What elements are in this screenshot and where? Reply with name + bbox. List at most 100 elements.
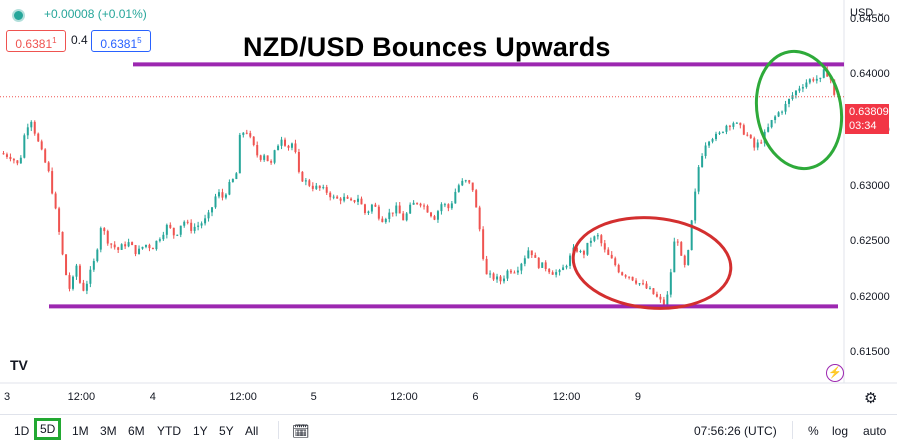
timeframe-1d-button[interactable]: 1D: [14, 424, 30, 438]
candle-body: [676, 241, 679, 243]
candle-body: [277, 145, 280, 151]
calendar-icon[interactable]: 🗓: [292, 423, 310, 439]
candle-body: [16, 160, 19, 164]
candle-body: [610, 254, 613, 259]
candle-body: [433, 216, 436, 220]
candle-body: [40, 141, 43, 150]
percent-toggle[interactable]: %: [808, 424, 819, 438]
timeframe-1y-button[interactable]: 1Y: [193, 424, 208, 438]
candle-body: [138, 248, 141, 255]
candle-body: [715, 133, 718, 140]
candle-body: [82, 282, 85, 291]
candle-body: [819, 77, 822, 79]
timeframe-5y-button[interactable]: 5Y: [219, 424, 234, 438]
timeframe-1m-button[interactable]: 1M: [72, 424, 89, 438]
flash-icon[interactable]: ⚡: [826, 364, 844, 382]
candle-body: [617, 265, 620, 273]
bid-price-sup: 1: [52, 36, 57, 45]
gear-icon[interactable]: ⚙: [864, 390, 878, 407]
ask-price-box[interactable]: 0.63815: [91, 30, 151, 52]
candle-body: [256, 144, 259, 156]
currency-label: USD: [850, 7, 874, 19]
candle-body: [200, 223, 203, 226]
candle-body: [718, 132, 721, 134]
candle-body: [687, 250, 690, 265]
candle-body: [551, 272, 554, 275]
candle-body: [242, 132, 245, 135]
candle-body: [624, 275, 627, 277]
x-tick-label: 9: [634, 391, 642, 403]
chart-title: NZD/USD Bounces Upwards: [243, 32, 611, 62]
candle-body: [5, 154, 8, 157]
candle-body: [770, 120, 773, 128]
candle-body: [788, 98, 791, 104]
candle-body: [224, 194, 227, 198]
candle-body: [388, 212, 391, 219]
candle-body: [19, 157, 22, 164]
candle-body: [530, 250, 533, 256]
candle-body: [739, 122, 742, 126]
candle-body: [127, 242, 130, 247]
candle-body: [158, 239, 161, 241]
candle-body: [332, 196, 335, 198]
candle-body: [183, 221, 186, 226]
candle-body: [496, 276, 499, 280]
candle-body: [471, 182, 474, 191]
x-tick-label: 12:00: [390, 391, 418, 403]
bid-price-box[interactable]: 0.63811: [6, 30, 66, 52]
auto-toggle[interactable]: auto: [863, 424, 887, 438]
candle-body: [454, 191, 457, 204]
candle-body: [416, 202, 419, 204]
candle-body: [235, 173, 238, 180]
candle-body: [9, 156, 12, 160]
candle-body: [774, 116, 777, 121]
timeframe-all-button[interactable]: All: [245, 424, 259, 438]
tradingview-logo[interactable]: TV: [10, 357, 28, 373]
timeframe-5d-button[interactable]: 5D: [34, 418, 62, 440]
candle-body: [749, 134, 752, 139]
clock[interactable]: 07:56:26 (UTC): [694, 424, 777, 438]
timeframe-3m-button[interactable]: 3M: [100, 424, 117, 438]
candle-body: [357, 198, 360, 202]
candle-body: [523, 258, 526, 264]
spread: 0.4: [71, 33, 88, 47]
candle-body: [579, 250, 582, 252]
candle-body: [652, 288, 655, 295]
candle-body: [273, 150, 276, 163]
overlays-layer: [0, 45, 850, 314]
candle-body: [33, 121, 36, 134]
highlight-circle[interactable]: [747, 45, 850, 176]
candle-body: [193, 226, 196, 231]
x-tick-label: 5: [310, 391, 317, 403]
timeframe-6m-button[interactable]: 6M: [128, 424, 145, 438]
candle-body: [23, 135, 26, 158]
candle-body: [534, 255, 537, 258]
candle-body: [485, 258, 488, 275]
candle-body: [447, 204, 450, 209]
candle-body: [513, 272, 516, 274]
candle-body: [370, 204, 373, 212]
candle-body: [308, 180, 311, 186]
candle-body: [165, 224, 168, 235]
candle-body: [106, 231, 109, 244]
candle-body: [266, 155, 269, 162]
currency-select[interactable]: USD ⌄: [850, 6, 886, 19]
candle-body: [294, 143, 297, 153]
candle-body: [815, 78, 818, 81]
candle-body: [443, 204, 446, 206]
candle-body: [148, 244, 151, 249]
candle-body: [2, 153, 5, 155]
timeframe-ytd-button[interactable]: YTD: [157, 424, 181, 438]
candle-body: [363, 204, 366, 213]
log-toggle[interactable]: log: [832, 424, 849, 438]
candle-body: [412, 202, 415, 205]
candle-body: [600, 235, 603, 244]
candle-body: [12, 159, 15, 161]
candle-body: [391, 212, 394, 214]
candle-body: [506, 270, 509, 279]
candle-body: [419, 203, 422, 206]
candle-body: [621, 272, 624, 276]
candle-body: [784, 103, 787, 112]
highlight-circle[interactable]: [569, 211, 734, 314]
